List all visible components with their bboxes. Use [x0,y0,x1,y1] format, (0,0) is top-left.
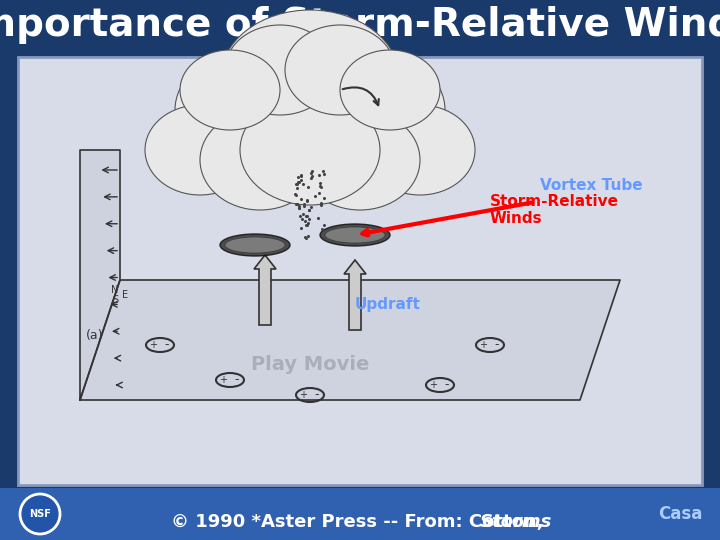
Ellipse shape [320,224,390,246]
Ellipse shape [325,227,385,243]
Ellipse shape [220,10,400,150]
Text: Importance of Storm-Relative Winds: Importance of Storm-Relative Winds [0,6,720,44]
Text: +: + [219,375,227,385]
Polygon shape [80,280,620,400]
Text: +: + [299,390,307,400]
FancyBboxPatch shape [0,0,720,50]
FancyArrow shape [254,255,276,325]
Ellipse shape [175,55,305,165]
FancyBboxPatch shape [0,488,720,540]
Text: -: - [495,339,499,352]
Ellipse shape [225,237,285,253]
Text: Storms: Storms [480,513,552,531]
FancyArrow shape [344,260,366,330]
Text: Storm-Relative
Winds: Storm-Relative Winds [490,194,619,226]
Ellipse shape [200,110,320,210]
Text: N: N [112,285,119,295]
Text: -: - [235,374,239,387]
Ellipse shape [145,105,255,195]
Circle shape [20,494,60,534]
Ellipse shape [340,50,440,130]
Text: -: - [445,379,449,392]
Text: NSF: NSF [29,509,51,519]
Polygon shape [80,150,120,400]
Ellipse shape [315,55,445,165]
FancyBboxPatch shape [18,57,702,485]
Text: -: - [165,339,169,352]
Text: +: + [479,340,487,350]
Text: S: S [112,295,118,305]
Text: Casa: Casa [658,505,702,523]
Text: (a): (a) [86,328,104,341]
Ellipse shape [220,234,290,256]
Text: Play Movie: Play Movie [251,355,369,375]
Text: © 1990 *Aster Press -- From: Cotton,: © 1990 *Aster Press -- From: Cotton, [171,513,549,531]
Ellipse shape [365,105,475,195]
Text: Updraft: Updraft [355,298,421,313]
Ellipse shape [240,95,380,205]
Ellipse shape [225,25,335,115]
Text: -: - [315,388,319,402]
Ellipse shape [300,110,420,210]
Text: E: E [122,290,128,300]
Ellipse shape [180,50,280,130]
Text: Vortex Tube: Vortex Tube [540,178,643,192]
Ellipse shape [285,25,395,115]
Text: +: + [149,340,157,350]
Text: +: + [429,380,437,390]
